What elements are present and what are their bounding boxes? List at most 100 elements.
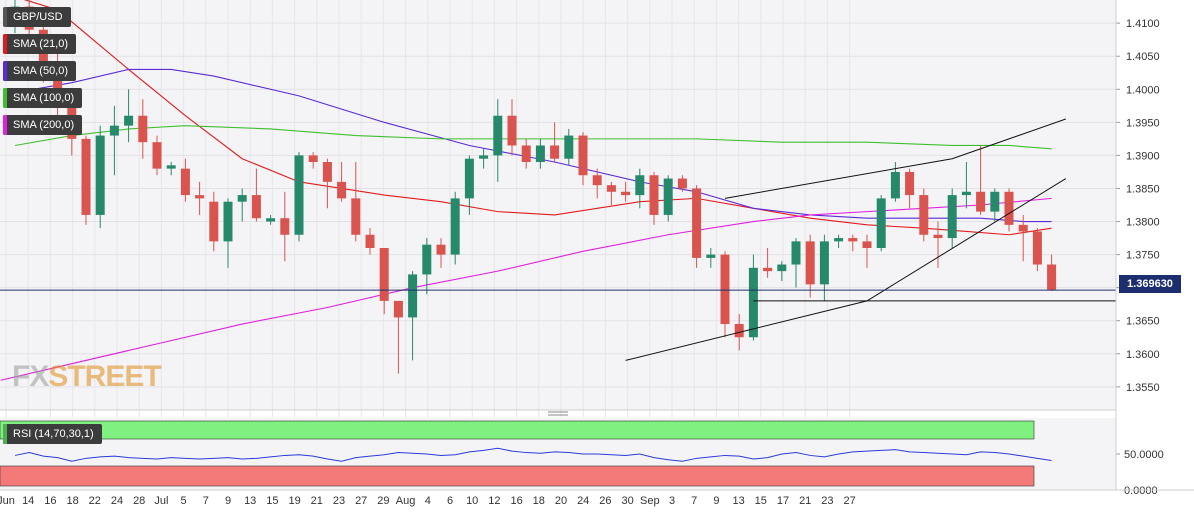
- candle-body: [493, 115, 503, 156]
- candle-body: [138, 115, 148, 143]
- candle-body: [1004, 191, 1014, 225]
- sma200-legend[interactable]: SMA (200,0): [3, 115, 83, 135]
- instrument-legend[interactable]: GBP/USD: [3, 7, 71, 27]
- sma100-label: SMA (100,0): [13, 92, 75, 104]
- instrument-label: GBP/USD: [13, 11, 63, 23]
- time-tick-label: 17: [777, 495, 789, 507]
- trendlines: [625, 118, 1116, 361]
- price-axis: 1.4100 1.4050 1.4000 1.3950 1.3900 1.3850 1.38…: [1116, 18, 1160, 394]
- rsi-line: [14, 447, 1052, 462]
- time-tick-label: 26: [599, 495, 611, 507]
- sma21-legend[interactable]: SMA (21,0): [3, 34, 77, 54]
- price-panel-bg: [0, 0, 1116, 410]
- time-tick-label: 28: [133, 495, 145, 507]
- time-tick-label: 5: [181, 495, 187, 507]
- time-tick-label: 22: [89, 495, 101, 507]
- candle-body: [124, 115, 134, 126]
- time-tick-label: 7: [691, 495, 697, 507]
- sma200-swatch: [3, 115, 7, 135]
- time-tick-label: 9: [225, 495, 231, 507]
- rsi-legend[interactable]: RSI (14,70,30,1): [3, 424, 102, 444]
- price-tick-label: 1.3750: [1126, 250, 1160, 262]
- candle-body: [777, 264, 787, 272]
- price-tick-label: 1.3650: [1126, 316, 1160, 328]
- time-tick-label: 21: [311, 495, 323, 507]
- candle-body: [479, 155, 489, 159]
- candle-body: [763, 267, 773, 272]
- sma-line: [0, 197, 1052, 381]
- candle-body: [819, 241, 829, 285]
- candle-body: [919, 195, 929, 235]
- time-tick-label: 10: [466, 495, 478, 507]
- candle-body: [95, 135, 105, 215]
- candle-body: [464, 158, 474, 199]
- candle-body: [734, 324, 744, 338]
- time-tick-label: 12: [488, 495, 500, 507]
- sma50-legend[interactable]: SMA (50,0): [3, 61, 77, 81]
- time-tick-label: 24: [577, 495, 589, 507]
- time-tick-label: 9: [713, 495, 719, 507]
- candle-body: [848, 238, 858, 242]
- candle-body: [365, 234, 375, 248]
- logo-fx: FX: [12, 360, 49, 393]
- candle-body: [507, 115, 517, 146]
- candle-body: [195, 195, 205, 199]
- candle-body: [223, 201, 233, 242]
- time-tick-label: 18: [66, 495, 78, 507]
- candle-body: [308, 155, 318, 163]
- candle-body: [961, 191, 971, 196]
- price-tick-label: 1.3850: [1126, 183, 1160, 195]
- time-tick-label: 13: [244, 495, 256, 507]
- candle-body: [1032, 231, 1042, 265]
- trendline: [724, 118, 1066, 199]
- candle-body: [180, 168, 190, 196]
- sma50-label: SMA (50,0): [13, 65, 69, 77]
- price-tick-label: 1.3950: [1126, 117, 1160, 129]
- price-tick-label: 1.4100: [1126, 18, 1160, 30]
- candle-body: [351, 198, 361, 235]
- candle-body: [521, 145, 531, 163]
- time-tick-label: 20: [555, 495, 567, 507]
- time-tick-label: Jun: [0, 495, 15, 507]
- last-price-tag: 1.369630: [1119, 275, 1181, 293]
- candle-body: [166, 165, 176, 169]
- sma100-legend[interactable]: SMA (100,0): [3, 88, 83, 108]
- time-tick-label: 16: [44, 495, 56, 507]
- time-tick-label: 27: [843, 495, 855, 507]
- candle-body: [649, 175, 659, 215]
- price-tick-label: 1.3550: [1126, 382, 1160, 394]
- candle-body: [692, 188, 702, 258]
- time-tick-label: 29: [377, 495, 389, 507]
- candle-body: [947, 195, 957, 239]
- candle-body: [990, 191, 1000, 212]
- sma21-label: SMA (21,0): [13, 38, 69, 50]
- candle-body: [933, 234, 943, 239]
- rsi-overbought-zone: [0, 420, 1035, 440]
- time-tick-label: 27: [355, 495, 367, 507]
- candle-body: [663, 178, 673, 215]
- candle-body: [294, 155, 304, 235]
- rsi-label: RSI (14,70,30,1): [13, 428, 94, 440]
- candle-body: [748, 267, 758, 338]
- time-tick-label: 13: [732, 495, 744, 507]
- candle-body: [621, 191, 631, 196]
- sma50-swatch: [3, 61, 7, 81]
- candle-body: [1018, 224, 1028, 232]
- candle-body: [422, 244, 432, 275]
- time-tick-label: 23: [821, 495, 833, 507]
- last-price-value: 1.369630: [1127, 278, 1173, 290]
- candle-body: [436, 244, 446, 255]
- rsi-tick-label: 50.0000: [1124, 449, 1164, 461]
- rsi-oversold-zone: [0, 465, 1035, 487]
- candle-body: [805, 241, 815, 285]
- time-tick-label: 15: [266, 495, 278, 507]
- price-tick-label: 1.3800: [1126, 217, 1160, 229]
- candle-body: [408, 274, 418, 318]
- candle-body: [251, 195, 261, 219]
- candle-body: [266, 218, 276, 222]
- logo-street: STREET: [48, 360, 161, 393]
- instrument-swatch: [3, 7, 7, 27]
- time-tick-label: 15: [755, 495, 767, 507]
- time-tick-label: 24: [111, 495, 123, 507]
